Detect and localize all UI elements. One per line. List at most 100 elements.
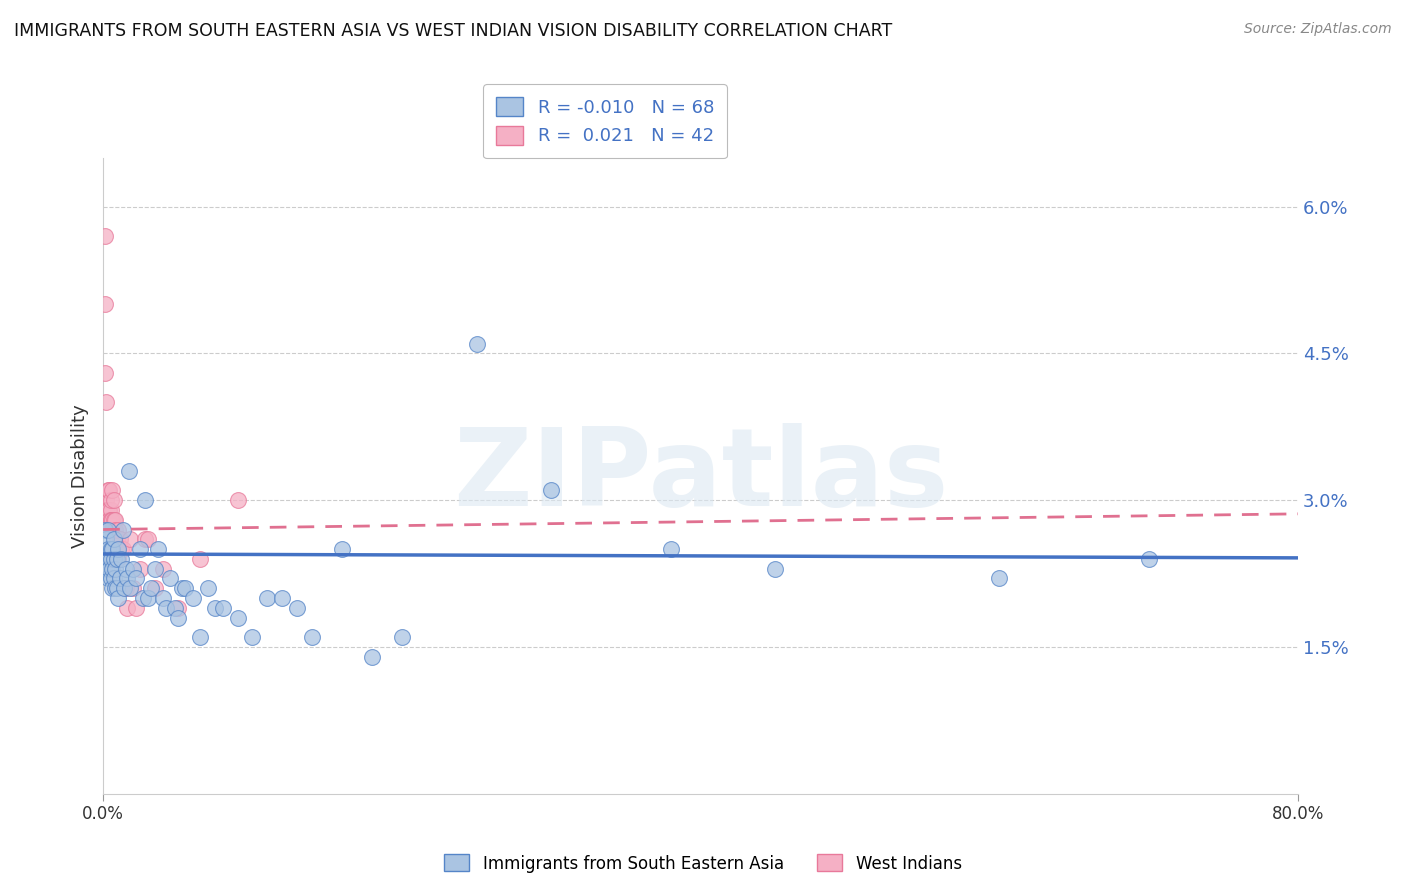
Point (139, 581, 162, 595)
Point (98, 513, 121, 527)
Point (94, 503, 117, 517)
Point (129, 542, 152, 557)
Point (115, 600, 138, 615)
Point (155, 600, 177, 615)
Point (197, 581, 219, 595)
Point (285, 600, 308, 615)
Point (211, 600, 233, 615)
Point (112, 581, 135, 595)
Point (107, 552, 129, 566)
Point (111, 542, 134, 557)
Point (105, 552, 128, 566)
Point (988, 571, 1011, 585)
Point (114, 581, 136, 595)
Point (101, 561, 124, 575)
Point (188, 552, 211, 566)
Point (105, 581, 128, 595)
Point (100, 552, 122, 566)
Point (101, 483, 124, 498)
Point (100, 571, 122, 585)
Point (136, 533, 159, 547)
Point (256, 591, 278, 605)
Legend: Immigrants from South Eastern Asia, West Indians: Immigrants from South Eastern Asia, West… (437, 847, 969, 880)
Point (94, 533, 117, 547)
Text: ZIPatlas: ZIPatlas (453, 423, 948, 529)
Point (94, 493, 117, 508)
Point (145, 561, 167, 575)
Point (94, 395, 117, 409)
Point (104, 581, 127, 595)
Point (118, 533, 141, 547)
Point (108, 571, 131, 585)
Point (98, 483, 121, 498)
Point (98, 561, 121, 575)
Point (105, 533, 128, 547)
Point (100, 513, 122, 527)
Legend: R = -0.010   N = 68, R =  0.021   N = 42: R = -0.010 N = 68, R = 0.021 N = 42 (484, 84, 727, 158)
Point (114, 561, 136, 575)
Point (172, 581, 194, 595)
Point (166, 600, 188, 615)
Point (107, 523, 129, 537)
Point (93, 366, 115, 380)
Point (93, 297, 115, 311)
Point (763, 561, 786, 575)
Point (111, 523, 134, 537)
Point (103, 571, 125, 585)
Point (104, 513, 127, 527)
Point (152, 561, 174, 575)
Point (136, 591, 159, 605)
Point (117, 464, 139, 478)
Point (391, 630, 413, 644)
Point (103, 493, 125, 508)
Point (1137, 552, 1160, 566)
Point (132, 591, 155, 605)
Point (271, 591, 294, 605)
Point (103, 513, 125, 527)
Point (107, 591, 129, 605)
Point (97, 523, 120, 537)
Point (242, 630, 264, 644)
Point (122, 561, 145, 575)
Point (122, 581, 145, 595)
Point (101, 513, 124, 527)
Point (97, 513, 120, 527)
Point (101, 523, 124, 537)
Point (181, 591, 204, 605)
Point (110, 552, 132, 566)
Point (540, 483, 562, 498)
Text: IMMIGRANTS FROM SOUTH EASTERN ASIA VS WEST INDIAN VISION DISABILITY CORRELATION : IMMIGRANTS FROM SOUTH EASTERN ASIA VS WE… (14, 22, 893, 40)
Point (101, 581, 124, 595)
Point (100, 513, 122, 527)
Point (166, 610, 188, 624)
Point (101, 542, 124, 557)
Point (97, 503, 120, 517)
Point (125, 571, 148, 585)
Point (93, 229, 115, 244)
Point (129, 561, 152, 575)
Point (115, 571, 138, 585)
Point (125, 600, 148, 615)
Point (100, 542, 122, 557)
Point (361, 649, 384, 664)
Point (98, 503, 121, 517)
Point (103, 533, 125, 547)
Point (145, 581, 167, 595)
Point (226, 493, 249, 508)
Point (97, 542, 120, 557)
Point (108, 533, 131, 547)
Point (118, 581, 141, 595)
Point (188, 630, 211, 644)
Point (204, 600, 226, 615)
Point (659, 542, 682, 557)
Point (134, 493, 156, 508)
Point (107, 542, 129, 557)
Point (330, 542, 353, 557)
Point (103, 552, 125, 566)
Point (93, 552, 115, 566)
Point (148, 542, 170, 557)
Text: Source: ZipAtlas.com: Source: ZipAtlas.com (1244, 22, 1392, 37)
Point (93, 523, 115, 537)
Point (97, 571, 120, 585)
Point (110, 542, 132, 557)
